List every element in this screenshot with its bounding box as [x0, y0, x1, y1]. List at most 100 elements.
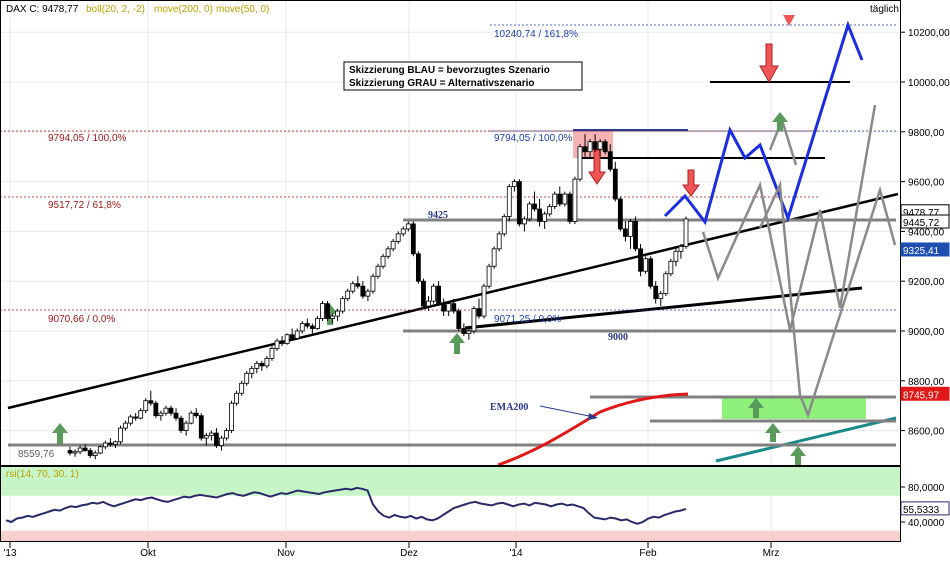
x-tick-label: '13 — [3, 548, 16, 559]
candle-body — [249, 367, 255, 374]
rsi-tick-label: 40,0000 — [908, 518, 945, 529]
candle-body — [673, 250, 679, 262]
candle-body — [466, 330, 472, 334]
teal-trend-line — [715, 416, 897, 463]
candle-body — [617, 198, 623, 230]
red-arrow-down-top — [783, 15, 795, 26]
candle-body — [451, 303, 457, 312]
candle-body — [567, 193, 573, 222]
candle-body — [330, 315, 335, 319]
candle-body — [431, 285, 436, 302]
candle-body — [547, 206, 553, 215]
price-label-text: 9325,41 — [903, 246, 940, 257]
candle-body — [678, 245, 684, 252]
candle-body — [643, 258, 649, 272]
candle-body — [234, 392, 240, 404]
candle-body — [128, 416, 133, 424]
candle-body — [173, 412, 179, 419]
rsi-value-label: 55,5333 — [903, 505, 940, 516]
candle-body — [491, 248, 497, 267]
candle-body — [320, 303, 325, 319]
x-tick-label: Okt — [140, 548, 156, 559]
candle-body — [107, 442, 113, 445]
fib-right-0-label: 9071,25 / 0,0% — [494, 314, 561, 325]
candle-body — [421, 280, 426, 307]
candle-body — [683, 218, 689, 247]
candle-body — [663, 273, 669, 295]
candle-body — [345, 290, 351, 300]
candle-body — [158, 412, 164, 417]
candle-body — [633, 221, 638, 250]
candle-body — [370, 275, 376, 292]
level-9425-label: 9425 — [428, 210, 448, 221]
rsi-value-box — [900, 501, 950, 516]
candle-body — [269, 348, 275, 359]
y-tick-label: 10000,00 — [908, 78, 950, 89]
fib-right-1618-label: 10240,74 / 161,8% — [494, 29, 578, 40]
candle-body — [481, 285, 487, 317]
candle-body — [274, 340, 280, 349]
interval-label: täglich — [870, 4, 899, 15]
candle-body — [365, 290, 371, 297]
green-arrow-up-4 — [772, 112, 788, 131]
candle-body — [82, 447, 88, 451]
candle-body — [229, 402, 234, 431]
fib-left-100-label: 9794,05 / 100,0% — [48, 133, 127, 144]
candle-body — [244, 372, 250, 384]
candle-body — [304, 323, 310, 327]
candle-body — [486, 265, 492, 287]
level-9000-label: 9000 — [608, 332, 628, 343]
candle-body — [92, 452, 98, 456]
candle-body — [148, 400, 154, 404]
level-8559-label: 8559,76 — [18, 449, 55, 460]
candle-body — [219, 437, 224, 446]
y-tick-label: 9000,00 — [908, 327, 945, 338]
candle-body — [178, 417, 184, 431]
rsi-bands — [0, 467, 900, 542]
green-arrow-up-3 — [449, 333, 465, 354]
candle-body — [461, 328, 467, 334]
candle-body — [557, 193, 563, 205]
candle-body — [542, 213, 548, 222]
rsi-axis: 40,0000 80,0000 55,5333 — [900, 483, 950, 529]
legend-gray-text: Skizzierung GRAU = Alternativszenario — [349, 78, 535, 89]
candle-body — [123, 422, 128, 429]
candle-body — [572, 178, 578, 222]
candle-body — [97, 446, 103, 454]
gray-scenario-path-1 — [701, 104, 877, 331]
candle-body — [587, 141, 593, 153]
candle-body — [380, 255, 386, 267]
candle-body — [415, 253, 421, 282]
candle-body — [436, 285, 441, 305]
candle-body — [658, 293, 664, 300]
candle-body — [607, 151, 613, 170]
candle-body — [375, 265, 381, 277]
indicator-move50: move(50, 0) — [216, 4, 269, 15]
candle-body — [602, 141, 608, 153]
candle-body — [562, 193, 568, 205]
blue-scenario-path — [663, 20, 864, 226]
candle-body — [390, 240, 396, 250]
candle-body — [77, 447, 83, 453]
candle-body — [188, 412, 194, 424]
candle-body — [239, 382, 245, 394]
candle-body — [355, 283, 361, 287]
green-arrow-up-1 — [52, 423, 68, 444]
y-tick-label: 9800,00 — [908, 128, 945, 139]
candle-body — [198, 415, 204, 439]
ema200-arrow — [539, 405, 595, 418]
y-tick-label: 8800,00 — [908, 377, 945, 388]
candle-body — [183, 422, 189, 432]
uptrend-line-lower — [464, 286, 863, 330]
ema200-label: EMA200 — [490, 402, 528, 413]
candlestick-series — [67, 134, 689, 460]
candle-body — [511, 181, 517, 187]
x-tick-label: Mrz — [763, 548, 780, 559]
candle-body — [426, 300, 431, 307]
candle-body — [87, 450, 93, 456]
candle-body — [527, 203, 532, 220]
candle-body — [456, 310, 462, 329]
candle-body — [532, 203, 537, 210]
rsi-label: rsi(14, 70, 30, 1) — [6, 469, 79, 480]
